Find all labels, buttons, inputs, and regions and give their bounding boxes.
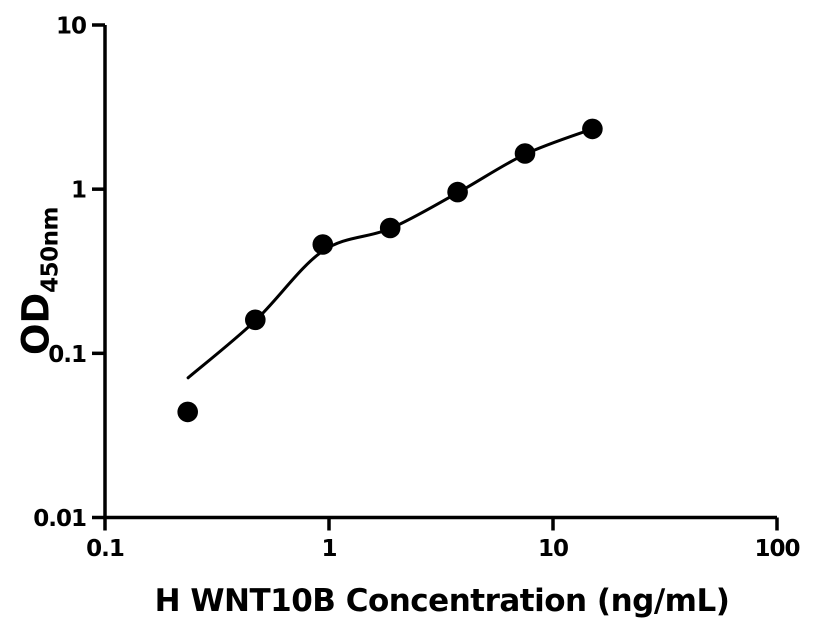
x-tick-label: 10 [538,536,568,562]
x-axis-title: H WNT10B Concentration (ng/mL) [154,583,730,619]
y-tick-label: 0.01 [33,506,86,532]
data-point [447,181,468,203]
y-axis-title-subscript: 450nm [37,206,64,293]
data-point [312,234,334,255]
y-tick-label: 10 [56,14,86,40]
data-point [245,309,266,331]
y-axis-title: OD450nm [14,207,64,356]
y-tick-label: 1 [71,178,86,204]
fit-curve [186,127,594,380]
x-tick-label: 1 [321,536,336,562]
data-point [582,118,603,140]
x-tick-label: 100 [754,536,799,562]
axis-spine [103,25,777,520]
y-axis-title-main: OD [14,292,58,356]
data-point [177,401,198,423]
x-tick-label: 0.1 [86,536,124,562]
y-tick-label: 0.1 [48,342,86,368]
data-point [514,143,536,164]
data-point [379,217,401,239]
